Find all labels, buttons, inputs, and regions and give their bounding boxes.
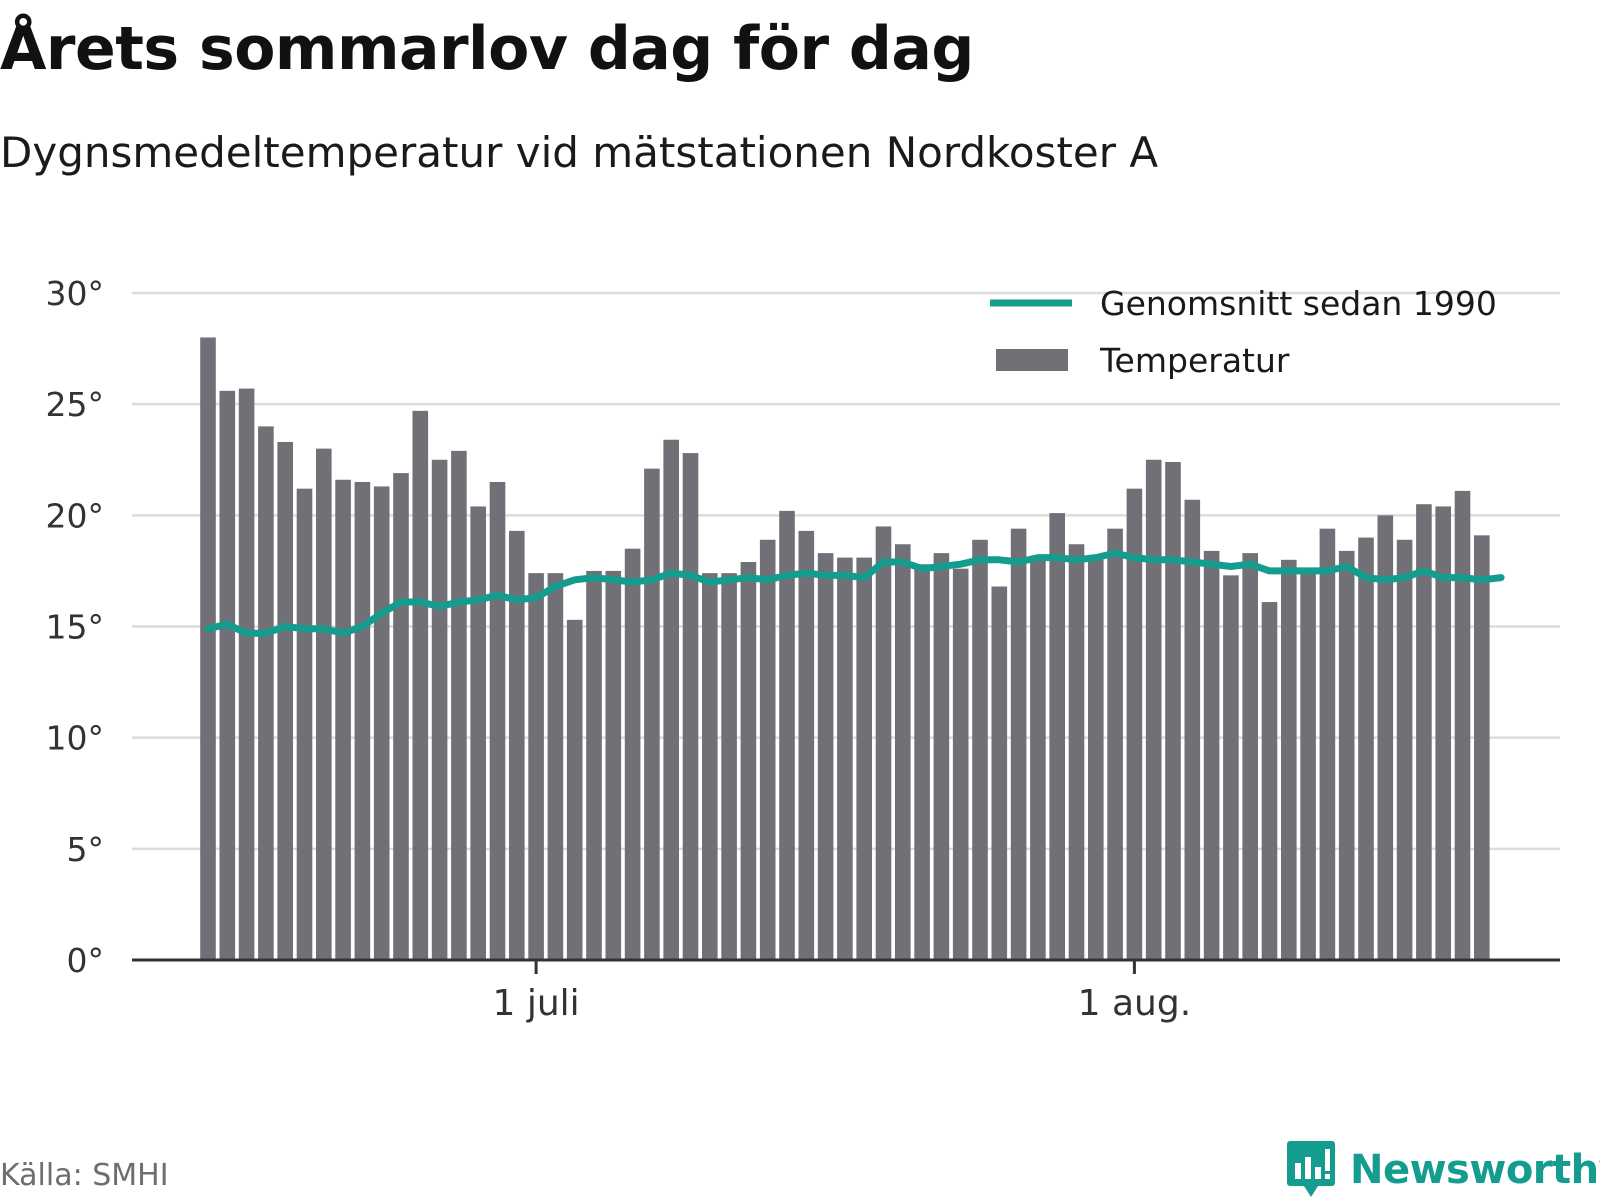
y-tick-label: 20°	[46, 496, 105, 535]
temperature-bar	[373, 486, 390, 960]
bar-series	[200, 337, 1490, 960]
legend-bar-label: Temperatur	[1099, 341, 1290, 380]
temperature-bar	[1358, 537, 1374, 960]
temperature-bar	[528, 573, 544, 960]
temperature-bar	[1300, 570, 1316, 960]
temperature-bar	[895, 544, 911, 960]
temperature-bar	[547, 573, 564, 960]
source-note: Källa: SMHI	[0, 1158, 169, 1193]
temperature-bar	[258, 426, 274, 960]
y-tick-label: 0°	[67, 941, 105, 980]
temperature-bar	[702, 573, 718, 960]
temperature-bar	[1319, 528, 1336, 960]
temperature-bar	[682, 453, 699, 960]
temperature-bar	[509, 530, 525, 960]
temperature-bar	[470, 506, 486, 960]
temperature-bar	[1126, 488, 1143, 960]
temperature-bar	[1396, 539, 1413, 960]
temperature-bar	[875, 526, 892, 960]
temperature-bar	[624, 548, 641, 960]
temperature-bar	[1416, 504, 1432, 960]
temperature-bar	[277, 441, 293, 960]
temperature-bar	[412, 410, 429, 960]
legend-bar-swatch	[996, 349, 1068, 371]
temperature-bar	[1068, 544, 1085, 960]
temperature-bar	[914, 564, 930, 960]
temperature-bar	[837, 557, 853, 960]
temperature-bar	[972, 539, 988, 960]
temperature-bar	[663, 439, 679, 960]
temperature-bar	[1088, 555, 1104, 960]
temperature-bar	[1049, 513, 1065, 960]
temperature-bar	[740, 562, 757, 960]
y-tick-label: 5°	[67, 830, 105, 869]
temperature-bar	[605, 570, 622, 960]
temperature-bar	[335, 479, 351, 960]
temperature-bar	[566, 619, 583, 960]
temperature-bar	[933, 553, 950, 960]
temperature-bar	[952, 568, 969, 960]
temperature-bar	[856, 557, 872, 960]
axes: 0° 5° 10° 15° 20° 25° 30° 1 juli 1 aug.	[46, 274, 1560, 1024]
chart-subtitle: Dygnsmedeltemperatur vid mätstationen No…	[0, 128, 1159, 177]
temperature-bar	[200, 337, 216, 960]
temperature-bar	[1030, 557, 1046, 960]
temperature-bar	[721, 573, 737, 960]
line-series	[204, 549, 1505, 637]
temperature-bar	[991, 586, 1008, 960]
legend-line-label: Genomsnitt sedan 1990	[1100, 284, 1497, 323]
temperature-bar	[238, 388, 255, 960]
x-tick-label: 1 juli	[493, 983, 580, 1024]
temperature-bar	[1165, 461, 1181, 960]
temperature-bar	[1474, 535, 1490, 960]
temperature-bar	[489, 481, 506, 960]
temperature-bar	[1281, 559, 1297, 960]
temperature-bar	[1107, 528, 1123, 960]
temperature-bar	[1242, 553, 1258, 960]
temperature-bar	[1454, 490, 1471, 960]
temperature-bar	[296, 488, 313, 960]
average-line	[204, 549, 1505, 637]
temperature-bar	[1435, 506, 1451, 960]
newsworthy-logo-icon	[1287, 1141, 1335, 1197]
temperature-bar	[644, 468, 660, 960]
temperature-bar	[779, 510, 795, 960]
x-tick-label: 1 aug.	[1078, 983, 1192, 1024]
temperature-bar	[1338, 550, 1355, 960]
temperature-bar	[817, 553, 834, 960]
temperature-bar	[1377, 515, 1394, 960]
temperature-bar	[586, 570, 602, 960]
y-tick-label: 25°	[46, 385, 105, 424]
brand-name: Newsworthy	[1350, 1147, 1600, 1193]
temperature-bar	[1145, 459, 1162, 960]
temperature-bar	[354, 481, 371, 960]
temperature-bar	[1184, 499, 1201, 960]
temperature-bar	[219, 390, 236, 960]
temperature-bar	[759, 539, 776, 960]
y-tick-label: 15°	[46, 608, 105, 647]
temperature-bar	[316, 448, 332, 960]
chart-title: Årets sommarlov dag för dag	[0, 14, 974, 84]
temperature-bar	[798, 530, 815, 960]
y-tick-label: 10°	[46, 719, 105, 758]
temperature-bar	[431, 459, 448, 960]
y-tick-label: 30°	[46, 274, 105, 313]
brand-logo: Newsworthy	[1286, 1138, 1600, 1202]
temperature-bar	[393, 473, 409, 960]
temperature-bar	[1261, 602, 1278, 960]
legend: Genomsnitt sedan 1990 Temperatur	[990, 284, 1497, 380]
temperature-bar	[451, 450, 467, 960]
temperature-bar	[1223, 575, 1239, 960]
temperature-bar	[1010, 528, 1027, 960]
temperature-bar	[1203, 550, 1220, 960]
